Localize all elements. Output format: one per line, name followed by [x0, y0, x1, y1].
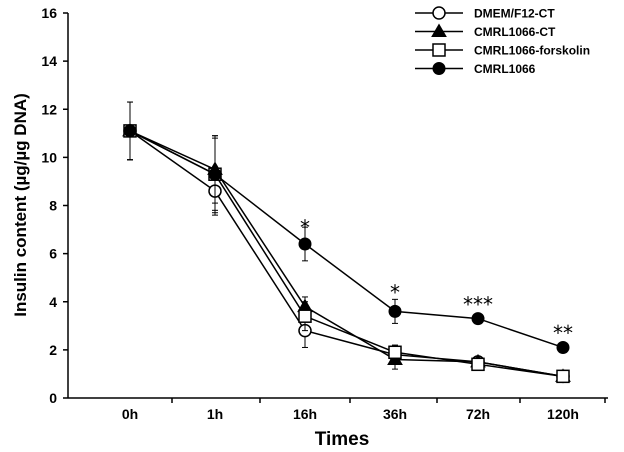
marker-square-open: [556, 369, 570, 384]
series-line: [129, 130, 564, 349]
marker-circle-filled: [208, 167, 222, 181]
series-dmem-f12-ct: [123, 101, 570, 384]
y-tick-label: 16: [41, 5, 57, 21]
series-line: [129, 130, 564, 378]
series-cmrl1066-forskolin: [123, 101, 570, 384]
y-tick-label: 4: [49, 294, 57, 310]
series-layer: [122, 101, 571, 384]
x-tick-label: 16h: [293, 406, 317, 422]
legend-entry: CMRL1066-CT: [415, 23, 556, 39]
y-tick-label: 8: [49, 198, 57, 214]
marker-square-open: [388, 345, 402, 360]
y-tick-label: 12: [41, 101, 57, 117]
y-tick-label: 14: [41, 53, 57, 69]
significance-marker: *: [390, 280, 400, 304]
y-tick-label: 6: [49, 246, 57, 262]
x-tick-label: 0h: [122, 406, 138, 422]
marker-square-open: [298, 309, 312, 323]
significance-marker: **: [553, 321, 573, 345]
x-tick-label: 120h: [547, 406, 579, 422]
legend-label: CMRL1066: [474, 62, 536, 76]
ticks: 0 2 4 6 8 10 12 14 16 0h 1h 16h 36h 72h 120h: [41, 5, 606, 422]
x-tick-label: 36h: [383, 406, 407, 422]
marker-triangle-filled: [431, 23, 447, 37]
marker-circle-filled: [432, 62, 446, 75]
marker-square-open: [432, 43, 446, 57]
x-axis-title: Times: [315, 429, 370, 450]
marker-circle-open: [432, 6, 446, 20]
marker-circle-filled: [556, 340, 570, 354]
y-tick-label: 0: [49, 390, 57, 406]
legend: DMEM/F12-CT CMRL1066-CT CMRL1066-forskolin…: [415, 6, 590, 76]
marker-circle-filled: [471, 312, 485, 326]
legend-entry: CMRL1066: [415, 62, 536, 76]
legend-entry: CMRL1066-forskolin: [415, 43, 590, 58]
significance-marker: *: [300, 215, 310, 239]
series-cmrl1066-ct: [122, 101, 571, 382]
marker-circle-filled: [388, 304, 402, 318]
marker-square-open: [471, 357, 485, 372]
y-tick-label: 2: [49, 342, 57, 358]
y-axis-title: Insulin content (µg/µg DNA): [11, 93, 30, 317]
marker-circle-filled: [298, 237, 312, 251]
legend-label: CMRL1066-CT: [474, 25, 556, 39]
significance-marker: ***: [463, 292, 493, 316]
legend-label: CMRL1066-forskolin: [474, 44, 590, 58]
series-line: [129, 130, 564, 378]
marker-circle-filled: [123, 124, 137, 138]
legend-label: DMEM/F12-CT: [474, 7, 555, 21]
legend-entry: DMEM/F12-CT: [415, 6, 555, 21]
x-tick-label: 1h: [207, 406, 223, 422]
x-tick-label: 72h: [466, 406, 490, 422]
y-tick-label: 10: [41, 149, 57, 165]
series-line: [129, 130, 564, 378]
series-cmrl1066: [123, 101, 570, 354]
annotations: *******: [300, 215, 573, 345]
